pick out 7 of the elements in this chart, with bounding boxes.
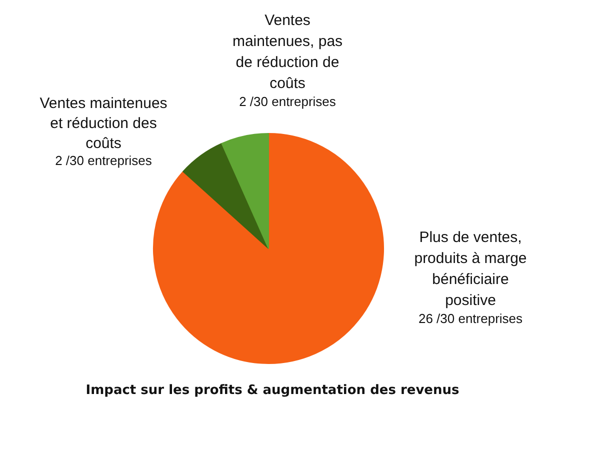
data-label: 26 /30 entreprises [418,311,524,326]
slice-label: Plus de ventes, produits à marge bénéficiaire positive [414,229,527,309]
slice-label: Ventes maintenues, pas de réduction de coûts [232,12,343,92]
slice-label: Ventes maintenues et réduction des coûts [40,95,168,152]
data-label: 2 /30 entreprises [55,153,152,168]
data-label: 2 /30 entreprises [239,94,336,109]
text: Impact sur les profits & augmentation des revenus [86,383,460,398]
